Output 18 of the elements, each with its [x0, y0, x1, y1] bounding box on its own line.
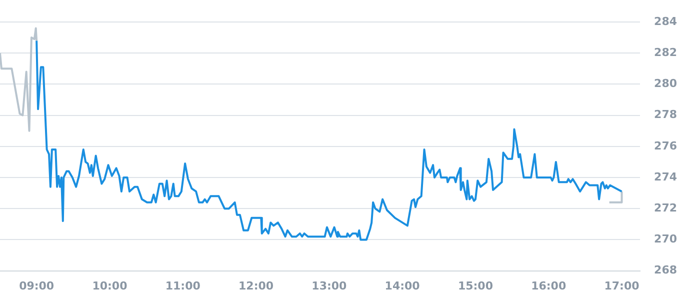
x-tick-label: 12:00: [238, 279, 274, 292]
y-tick-label: 274: [654, 170, 678, 184]
y-tick-label: 276: [654, 139, 678, 152]
x-tick-label: 10:00: [92, 279, 128, 292]
x-tick-label: 17:00: [604, 279, 640, 292]
x-tick-label: 13:00: [312, 279, 348, 292]
x-tick-label: 16:00: [531, 279, 566, 292]
y-tick-label: 284: [654, 14, 678, 28]
x-tick-label: 11:00: [165, 279, 201, 292]
y-tick-label: 278: [654, 108, 678, 122]
y-tick-label: 272: [654, 201, 678, 214]
y-tick-label: 270: [654, 232, 678, 246]
x-tick-label: 09:00: [19, 279, 54, 292]
y-tick-label: 282: [654, 46, 678, 59]
x-tick-label: 14:00: [384, 279, 420, 292]
x-tick-label: 15:00: [458, 279, 494, 292]
y-tick-label: 280: [654, 77, 678, 90]
y-tick-label: 268: [654, 264, 678, 277]
